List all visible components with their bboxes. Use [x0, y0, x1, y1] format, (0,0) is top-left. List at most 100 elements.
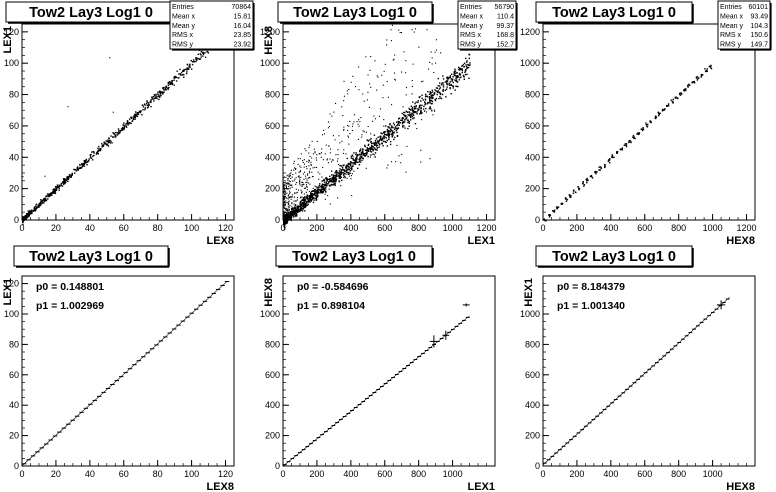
- outlier-point: [309, 183, 311, 185]
- scatter-point: [73, 168, 75, 171]
- scatter-point: [440, 83, 443, 85]
- scatter-point: [300, 209, 302, 212]
- scatter-point: [446, 80, 449, 82]
- outlier-point: [303, 193, 305, 195]
- scatter-point: [347, 162, 349, 165]
- scatter-point: [431, 99, 433, 102]
- scatter-point: [283, 214, 286, 216]
- scatter-point: [570, 195, 572, 197]
- outlier-point: [297, 176, 299, 178]
- outlier-point: [283, 188, 285, 190]
- scatter-point: [634, 137, 636, 140]
- outlier-point: [302, 161, 304, 163]
- outlier-point: [336, 160, 338, 162]
- scatter-point: [360, 154, 362, 156]
- scatter-point: [463, 66, 466, 68]
- outlier-point: [306, 185, 308, 187]
- scatter-point: [396, 135, 399, 137]
- scatter-point: [329, 178, 332, 180]
- scatter-point: [304, 205, 307, 208]
- outlier-point: [304, 148, 306, 150]
- scatter-point: [709, 66, 712, 69]
- outlier-point: [299, 184, 301, 186]
- outlier-point: [316, 187, 318, 189]
- panel-title: Tow2 Lay3 Log1 0: [552, 249, 676, 265]
- scatter-point: [371, 145, 373, 147]
- scatter-point: [431, 89, 433, 91]
- outlier-point: [341, 140, 343, 142]
- outlier-point: [370, 56, 372, 58]
- scatter-point: [612, 156, 614, 159]
- stats-label: RMS x: [172, 32, 194, 39]
- scatter-point: [102, 144, 105, 146]
- scatter-point: [38, 203, 40, 205]
- outlier-point: [283, 213, 285, 215]
- scatter-point: [389, 130, 391, 133]
- scatter-point: [283, 222, 286, 225]
- outlier-point: [299, 179, 301, 181]
- scatter-point: [657, 114, 660, 117]
- scatter-point: [449, 87, 451, 90]
- stats-value: 16.04: [233, 23, 251, 30]
- scatter-point: [437, 91, 439, 93]
- scatter-point: [654, 115, 657, 117]
- outlier-point: [300, 197, 302, 199]
- outlier-point: [295, 168, 297, 170]
- scatter-point: [426, 103, 429, 105]
- outlier-point: [303, 163, 305, 165]
- scatter-point: [40, 199, 42, 201]
- outlier-point: [306, 160, 308, 162]
- scatter-point: [203, 52, 205, 55]
- scatter-point: [328, 178, 330, 181]
- scatter-point: [342, 168, 344, 170]
- scatter-point: [178, 77, 180, 79]
- scatter-point: [407, 121, 409, 124]
- scatter-point: [445, 96, 447, 98]
- outlier-point: [351, 173, 353, 175]
- outlier-point: [374, 154, 376, 156]
- scatter-point: [148, 102, 150, 104]
- outlier-point: [395, 161, 397, 163]
- scatter-point: [676, 97, 679, 99]
- scatter-point: [153, 94, 155, 96]
- scatter-point: [109, 139, 111, 142]
- scatter-point: [299, 208, 301, 210]
- scatter-point: [402, 125, 404, 127]
- outlier-point: [284, 193, 286, 195]
- scatter-point: [43, 202, 45, 204]
- scatter-point: [53, 190, 55, 192]
- scatter-point: [141, 114, 143, 116]
- scatter-point: [306, 204, 309, 206]
- outlier-point: [394, 78, 396, 80]
- outlier-point: [308, 146, 310, 148]
- outlier-point: [293, 200, 295, 202]
- scatter-point: [146, 104, 148, 107]
- scatter-point: [289, 216, 291, 218]
- scatter-point: [286, 214, 289, 216]
- scatter-point: [403, 125, 405, 127]
- scatter-point: [425, 107, 427, 110]
- outlier-point: [348, 125, 350, 127]
- scatter-point: [385, 137, 387, 139]
- scatter-point: [373, 142, 375, 145]
- scatter-point: [162, 88, 165, 90]
- scatter-point: [311, 198, 313, 200]
- scatter-point: [202, 51, 204, 53]
- outlier-point: [284, 192, 286, 194]
- scatter-point: [40, 204, 42, 206]
- outlier-point: [67, 106, 69, 108]
- scatter-point: [330, 180, 333, 183]
- scatter-point: [664, 108, 666, 110]
- outlier-point: [302, 201, 304, 203]
- x-tick-label: 20: [51, 469, 61, 479]
- outlier-point: [422, 80, 424, 82]
- outlier-point: [285, 194, 287, 196]
- scatter-point: [365, 152, 367, 154]
- outlier-point: [318, 153, 320, 155]
- scatter-point: [45, 199, 48, 201]
- scatter-point: [108, 137, 110, 139]
- scatter-point: [283, 222, 285, 224]
- outlier-point: [348, 143, 350, 145]
- scatter-point: [553, 211, 556, 213]
- scatter-point: [374, 156, 376, 158]
